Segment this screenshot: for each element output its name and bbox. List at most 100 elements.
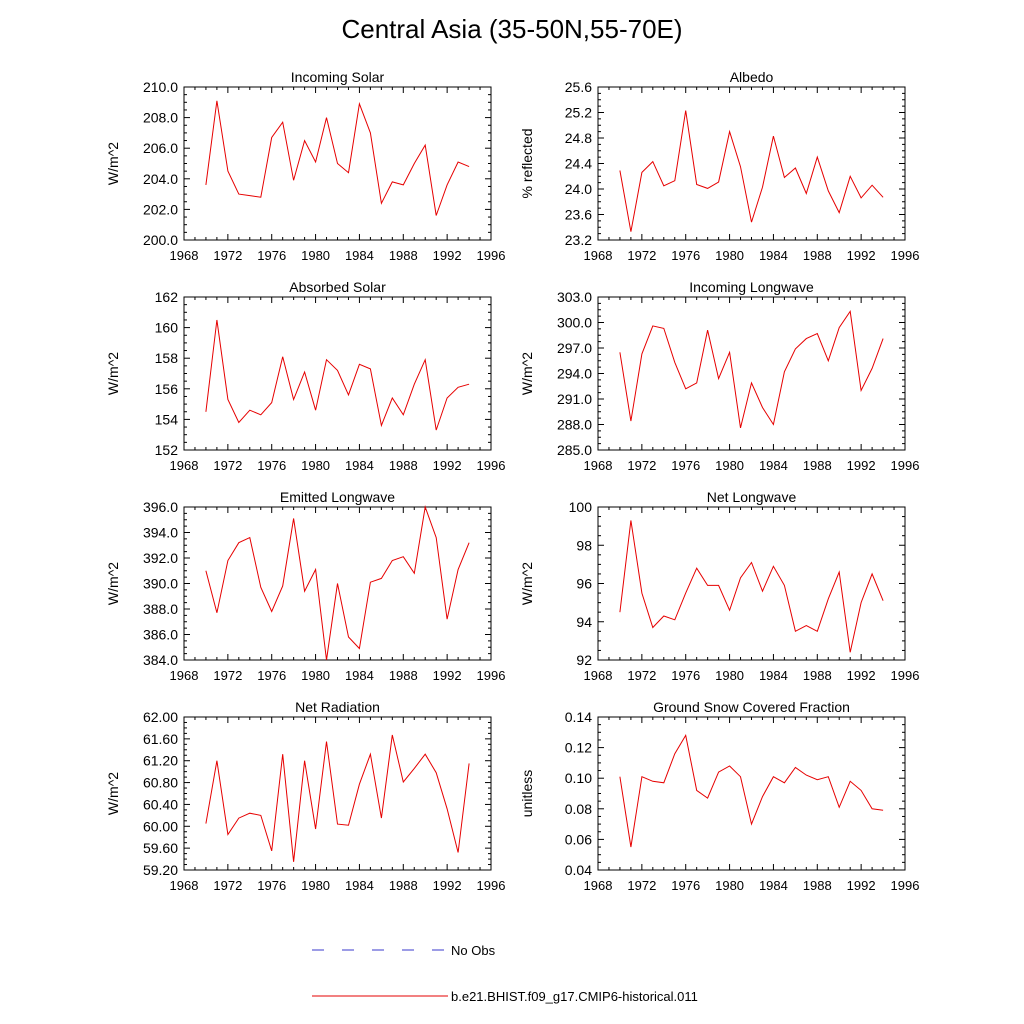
y-tick-label: 162	[155, 289, 179, 305]
x-tick-label: 1984	[759, 458, 788, 473]
x-tick-label: 1976	[257, 668, 286, 683]
x-tick-label: 1972	[213, 248, 242, 263]
x-tick-label: 1980	[715, 878, 744, 893]
y-tick-label: 23.6	[565, 207, 592, 223]
y-tick-label: 200.0	[143, 232, 178, 248]
y-tick-label: 384.0	[143, 652, 178, 668]
x-tick-label: 1976	[671, 458, 700, 473]
panel-title: Absorbed Solar	[289, 279, 386, 295]
x-tick-label: 1976	[671, 248, 700, 263]
panel-title: Net Radiation	[295, 699, 380, 715]
y-tick-label: 392.0	[143, 550, 178, 566]
legend-label: b.e21.BHIST.f09_g17.CMIP6-historical.011	[451, 989, 698, 1004]
x-tick-label: 1972	[627, 878, 656, 893]
y-tick-label: 25.6	[565, 79, 592, 95]
y-tick-label: 158	[155, 350, 179, 366]
x-tick-label: 1988	[389, 878, 418, 893]
x-tick-label: 1992	[847, 458, 876, 473]
y-axis-label: W/m^2	[105, 352, 121, 395]
x-tick-label: 1972	[627, 458, 656, 473]
panel-title: Incoming Longwave	[689, 279, 814, 295]
x-tick-label: 1992	[847, 248, 876, 263]
y-tick-label: 291.0	[557, 391, 592, 407]
legend-label: No Obs	[451, 943, 496, 958]
x-tick-label: 1988	[389, 668, 418, 683]
x-tick-label: 1988	[389, 458, 418, 473]
x-tick-label: 1988	[803, 248, 832, 263]
y-tick-label: 59.60	[143, 840, 178, 856]
x-tick-label: 1968	[170, 248, 199, 263]
y-tick-label: 204.0	[143, 171, 178, 187]
y-tick-label: 62.00	[143, 709, 178, 725]
x-tick-label: 1984	[345, 668, 374, 683]
y-tick-label: 61.20	[143, 753, 178, 769]
panel-title: Albedo	[730, 69, 774, 85]
x-tick-label: 1968	[584, 668, 613, 683]
series-line-emitted-longwave	[205, 505, 470, 661]
x-tick-label: 1980	[301, 668, 330, 683]
x-tick-label: 1992	[847, 668, 876, 683]
panel-net-radiation: Net Radiation 1968 1972 1976 1980 1984 1988 199…	[105, 699, 505, 893]
y-tick-label: 156	[155, 381, 179, 397]
x-tick-label: 1996	[477, 458, 506, 473]
y-axis-label: W/m^2	[519, 352, 535, 395]
x-tick-label: 1968	[170, 458, 199, 473]
y-tick-label: 92	[576, 652, 592, 668]
y-tick-label: 0.14	[565, 709, 592, 725]
x-tick-label: 1988	[803, 668, 832, 683]
plot-frame	[183, 296, 492, 451]
y-tick-label: 285.0	[557, 442, 592, 458]
x-tick-label: 1984	[759, 878, 788, 893]
x-tick-label: 1972	[213, 878, 242, 893]
panel-incoming-longwave: Incoming Longwave 1968 1972 1976 1980 1984 198…	[519, 279, 919, 473]
x-tick-label: 1984	[759, 668, 788, 683]
y-tick-label: 202.0	[143, 201, 178, 217]
x-tick-label: 1996	[891, 668, 920, 683]
panel-ground-snow-covered-fraction: Ground Snow Covered Fraction 1968 1972 1976…	[519, 699, 919, 893]
figure-title: Central Asia (35-50N,55-70E)	[341, 14, 683, 44]
x-tick-label: 1988	[803, 458, 832, 473]
y-tick-label: 0.10	[565, 770, 592, 786]
y-axis-label: W/m^2	[105, 562, 121, 605]
panel-title: Ground Snow Covered Fraction	[653, 699, 850, 715]
x-tick-label: 1980	[715, 668, 744, 683]
y-tick-label: 98	[576, 537, 592, 553]
x-tick-label: 1980	[715, 458, 744, 473]
panel-net-longwave: Net Longwave 1968 1972 1976 1980 1984 1988 1992…	[519, 489, 919, 683]
series-line-absorbed-solar	[205, 319, 470, 431]
series-line-albedo	[619, 110, 884, 232]
x-tick-label: 1996	[477, 878, 506, 893]
x-tick-label: 1972	[627, 668, 656, 683]
plot-frame	[597, 86, 906, 241]
y-tick-label: 386.0	[143, 627, 178, 643]
x-tick-label: 1980	[715, 248, 744, 263]
x-tick-label: 1968	[584, 878, 613, 893]
y-axis-label: W/m^2	[519, 562, 535, 605]
series-line-incoming-longwave	[619, 310, 884, 429]
x-tick-label: 1996	[891, 458, 920, 473]
x-tick-label: 1972	[213, 458, 242, 473]
y-tick-label: 60.40	[143, 796, 178, 812]
y-tick-label: 94	[576, 614, 592, 630]
y-tick-label: 297.0	[557, 340, 592, 356]
x-tick-label: 1976	[257, 248, 286, 263]
y-tick-label: 23.2	[565, 232, 592, 248]
x-tick-label: 1996	[477, 668, 506, 683]
x-tick-label: 1976	[257, 878, 286, 893]
x-tick-label: 1992	[433, 668, 462, 683]
x-tick-label: 1980	[301, 458, 330, 473]
y-tick-label: 160	[155, 320, 179, 336]
y-tick-label: 394.0	[143, 525, 178, 541]
x-tick-label: 1976	[257, 458, 286, 473]
panel-albedo: Albedo 1968 1972 1976 1980 1984 1988 1992 1996 23…	[519, 69, 919, 263]
x-tick-label: 1996	[891, 248, 920, 263]
y-tick-label: 0.04	[565, 862, 592, 878]
y-tick-label: 24.8	[565, 130, 592, 146]
x-tick-label: 1968	[584, 458, 613, 473]
x-tick-label: 1968	[170, 668, 199, 683]
x-tick-label: 1968	[170, 878, 199, 893]
series-line-ground-snow-covered-fraction	[619, 734, 884, 848]
panel-title: Net Longwave	[707, 489, 797, 505]
x-tick-label: 1976	[671, 668, 700, 683]
panel-absorbed-solar: Absorbed Solar 1968 1972 1976 1980 1984 1988 19…	[105, 279, 505, 473]
